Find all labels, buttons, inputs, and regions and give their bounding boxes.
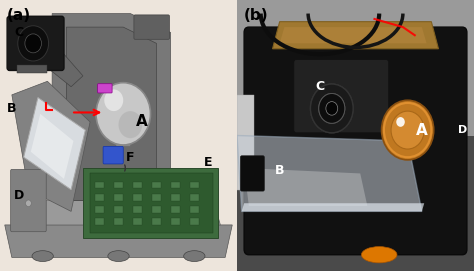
Ellipse shape	[361, 247, 397, 263]
Text: E: E	[204, 156, 213, 169]
Polygon shape	[242, 203, 424, 211]
Circle shape	[326, 102, 337, 115]
Text: F: F	[126, 151, 135, 164]
Bar	[171, 182, 180, 188]
FancyBboxPatch shape	[294, 60, 389, 133]
Polygon shape	[31, 114, 73, 179]
Polygon shape	[280, 27, 427, 43]
Polygon shape	[273, 22, 438, 49]
FancyBboxPatch shape	[240, 156, 264, 191]
Polygon shape	[90, 173, 213, 233]
Bar	[237, 95, 254, 190]
Polygon shape	[52, 14, 171, 201]
Bar	[114, 206, 123, 213]
Bar	[152, 218, 161, 225]
Circle shape	[18, 26, 48, 61]
Bar	[237, 0, 474, 136]
Text: D: D	[457, 125, 467, 135]
Polygon shape	[83, 168, 218, 238]
Bar	[152, 182, 161, 188]
Bar	[114, 218, 123, 225]
Bar	[190, 206, 199, 213]
Bar	[95, 194, 104, 201]
Text: B: B	[7, 102, 17, 115]
Bar	[133, 194, 142, 201]
Text: C: C	[14, 26, 24, 39]
FancyBboxPatch shape	[103, 146, 123, 164]
Bar	[95, 206, 104, 213]
Circle shape	[118, 111, 142, 138]
Text: (b): (b)	[244, 8, 269, 23]
Ellipse shape	[108, 251, 129, 262]
Circle shape	[310, 84, 353, 133]
Bar	[114, 182, 123, 188]
Text: B: B	[275, 164, 284, 177]
Bar	[190, 182, 199, 188]
Ellipse shape	[183, 251, 205, 262]
FancyBboxPatch shape	[7, 16, 64, 70]
Polygon shape	[47, 49, 83, 87]
Polygon shape	[5, 225, 232, 257]
Circle shape	[391, 111, 424, 149]
Bar	[95, 218, 104, 225]
Bar	[95, 182, 104, 188]
Circle shape	[382, 100, 434, 160]
Circle shape	[25, 34, 42, 53]
FancyBboxPatch shape	[10, 169, 46, 232]
Polygon shape	[244, 168, 367, 206]
Text: D: D	[14, 189, 24, 202]
FancyBboxPatch shape	[244, 27, 467, 255]
Polygon shape	[237, 136, 422, 211]
Bar	[171, 218, 180, 225]
Circle shape	[310, 84, 353, 133]
Polygon shape	[17, 201, 220, 225]
Polygon shape	[66, 27, 156, 201]
Bar	[152, 194, 161, 201]
Bar	[133, 218, 142, 225]
Bar	[171, 206, 180, 213]
Text: C: C	[315, 80, 325, 93]
Polygon shape	[17, 65, 47, 73]
Circle shape	[96, 83, 151, 145]
FancyBboxPatch shape	[98, 84, 112, 93]
Text: (a): (a)	[7, 8, 31, 23]
Polygon shape	[24, 98, 85, 190]
Bar	[190, 194, 199, 201]
Bar	[133, 206, 142, 213]
Polygon shape	[12, 81, 90, 211]
Bar	[237, 136, 474, 271]
Circle shape	[26, 200, 31, 207]
Circle shape	[104, 89, 123, 111]
Bar	[190, 218, 199, 225]
Polygon shape	[114, 130, 133, 146]
Bar	[152, 206, 161, 213]
Bar	[133, 182, 142, 188]
FancyBboxPatch shape	[134, 15, 169, 39]
Circle shape	[319, 93, 345, 123]
Circle shape	[319, 93, 345, 123]
Text: A: A	[416, 122, 428, 138]
Circle shape	[396, 117, 405, 127]
Ellipse shape	[32, 251, 53, 262]
Bar	[171, 194, 180, 201]
Bar	[114, 194, 123, 201]
Text: A: A	[137, 114, 148, 130]
